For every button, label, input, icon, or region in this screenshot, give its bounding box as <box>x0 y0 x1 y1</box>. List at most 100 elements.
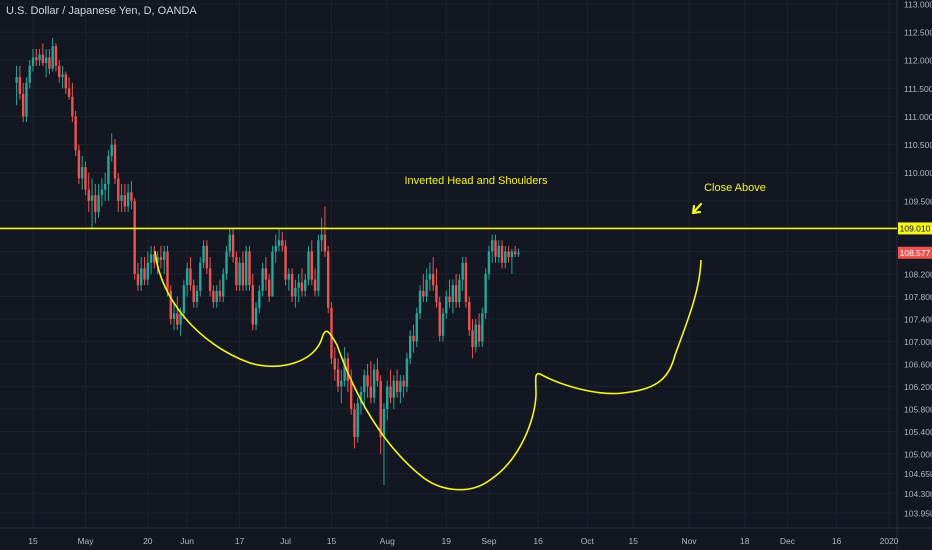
candle-body <box>323 234 327 252</box>
candle-body <box>274 245 277 252</box>
candle-body <box>412 335 415 342</box>
candle-body <box>497 245 500 258</box>
y-tick-label: 105.000 <box>904 449 932 459</box>
y-tick-label: 107.400 <box>904 314 932 324</box>
candle-body <box>218 290 222 297</box>
candle-body <box>238 262 241 286</box>
candle-body <box>336 369 340 387</box>
candle-body <box>100 189 104 196</box>
resistance-price-label: 109.010 <box>900 223 931 233</box>
candle-body <box>195 290 199 303</box>
candle-body <box>126 192 130 207</box>
candle-body <box>74 116 77 151</box>
resistance-price-tag <box>898 222 932 235</box>
candle-body <box>140 268 143 286</box>
y-tick-label: 112.000 <box>904 56 932 66</box>
candle-body <box>228 234 231 252</box>
candle-body <box>264 268 268 280</box>
candle-body <box>431 273 435 286</box>
candle-body <box>500 245 504 263</box>
x-tick-label: 19 <box>442 536 452 546</box>
y-tick-label: 106.200 <box>904 382 932 392</box>
candle-body <box>163 251 166 260</box>
candle-body <box>202 245 205 263</box>
candle-body <box>248 251 251 286</box>
x-tick-label: 15 <box>629 536 639 546</box>
candle-body <box>448 296 451 303</box>
candle-body <box>290 273 294 297</box>
candle-body <box>461 262 464 280</box>
x-tick-label: Dec <box>780 536 796 546</box>
y-tick-label: 105.400 <box>904 427 932 437</box>
candle-body <box>386 386 389 409</box>
x-tick-label: Nov <box>681 536 697 546</box>
x-tick-label: 15 <box>28 536 38 546</box>
candle-body <box>110 144 113 156</box>
candle-body <box>389 386 392 398</box>
pattern-annotation: Inverted Head and Shoulders <box>404 175 548 187</box>
candle-body <box>517 252 520 255</box>
candle-body <box>300 282 304 291</box>
candle-body <box>356 403 359 438</box>
y-tick-label: 110.500 <box>904 140 932 150</box>
candle-body <box>317 240 320 291</box>
x-tick-label: 16 <box>533 536 543 546</box>
candle-body <box>185 268 189 286</box>
candle-body <box>113 144 117 179</box>
candle-body <box>90 195 94 201</box>
x-tick-label: 17 <box>235 536 245 546</box>
candle-body <box>159 257 163 260</box>
candle-body <box>513 251 517 255</box>
candle-body <box>307 251 310 280</box>
candle-body <box>287 273 291 280</box>
candle-body <box>454 285 458 303</box>
candle-body <box>117 178 120 201</box>
candle-body <box>428 273 432 280</box>
candle-body <box>281 240 284 246</box>
candle-body <box>359 392 363 404</box>
candle-body <box>277 240 281 246</box>
candle-body <box>58 65 61 78</box>
candle-body <box>425 279 428 297</box>
y-tick-label: 111.000 <box>904 112 932 122</box>
candle-body <box>258 290 261 308</box>
candle-body <box>97 195 100 213</box>
y-tick-label: 109.500 <box>904 196 932 206</box>
candle-body <box>67 88 71 97</box>
y-tick-label: 107.800 <box>904 292 932 302</box>
candle-body <box>146 262 149 280</box>
candle-body <box>418 290 422 314</box>
candle-body <box>297 282 300 289</box>
symbol-title: U.S. Dollar / Japanese Yen, D, OANDA <box>6 5 197 17</box>
candle-body <box>304 279 307 291</box>
candle-body <box>294 288 297 297</box>
y-tick-label: 103.950 <box>904 509 932 519</box>
candle-body <box>343 358 346 381</box>
candle-body <box>471 330 474 348</box>
candle-body <box>133 200 136 274</box>
candle-body <box>153 254 156 263</box>
candle-body <box>84 167 87 190</box>
candle-body <box>261 268 264 291</box>
y-tick-label: 108.200 <box>904 269 932 279</box>
y-tick-label: 110.000 <box>904 168 932 178</box>
candle-body <box>222 273 225 297</box>
candle-body <box>491 240 494 252</box>
candle-body <box>18 77 22 94</box>
candle-body <box>107 155 110 184</box>
candle-body <box>438 302 441 336</box>
x-tick-label: 15 <box>327 536 337 546</box>
candle-body <box>123 195 127 207</box>
candle-body <box>313 279 317 291</box>
x-tick-label: Oct <box>581 536 595 546</box>
candle-body <box>21 93 25 117</box>
candle-body <box>241 262 245 286</box>
candle-body <box>353 408 356 438</box>
candle-body <box>320 234 323 241</box>
candle-body <box>372 369 376 398</box>
candle-body <box>215 290 218 303</box>
candle-body <box>382 408 386 438</box>
x-tick-label: 20 <box>143 536 153 546</box>
